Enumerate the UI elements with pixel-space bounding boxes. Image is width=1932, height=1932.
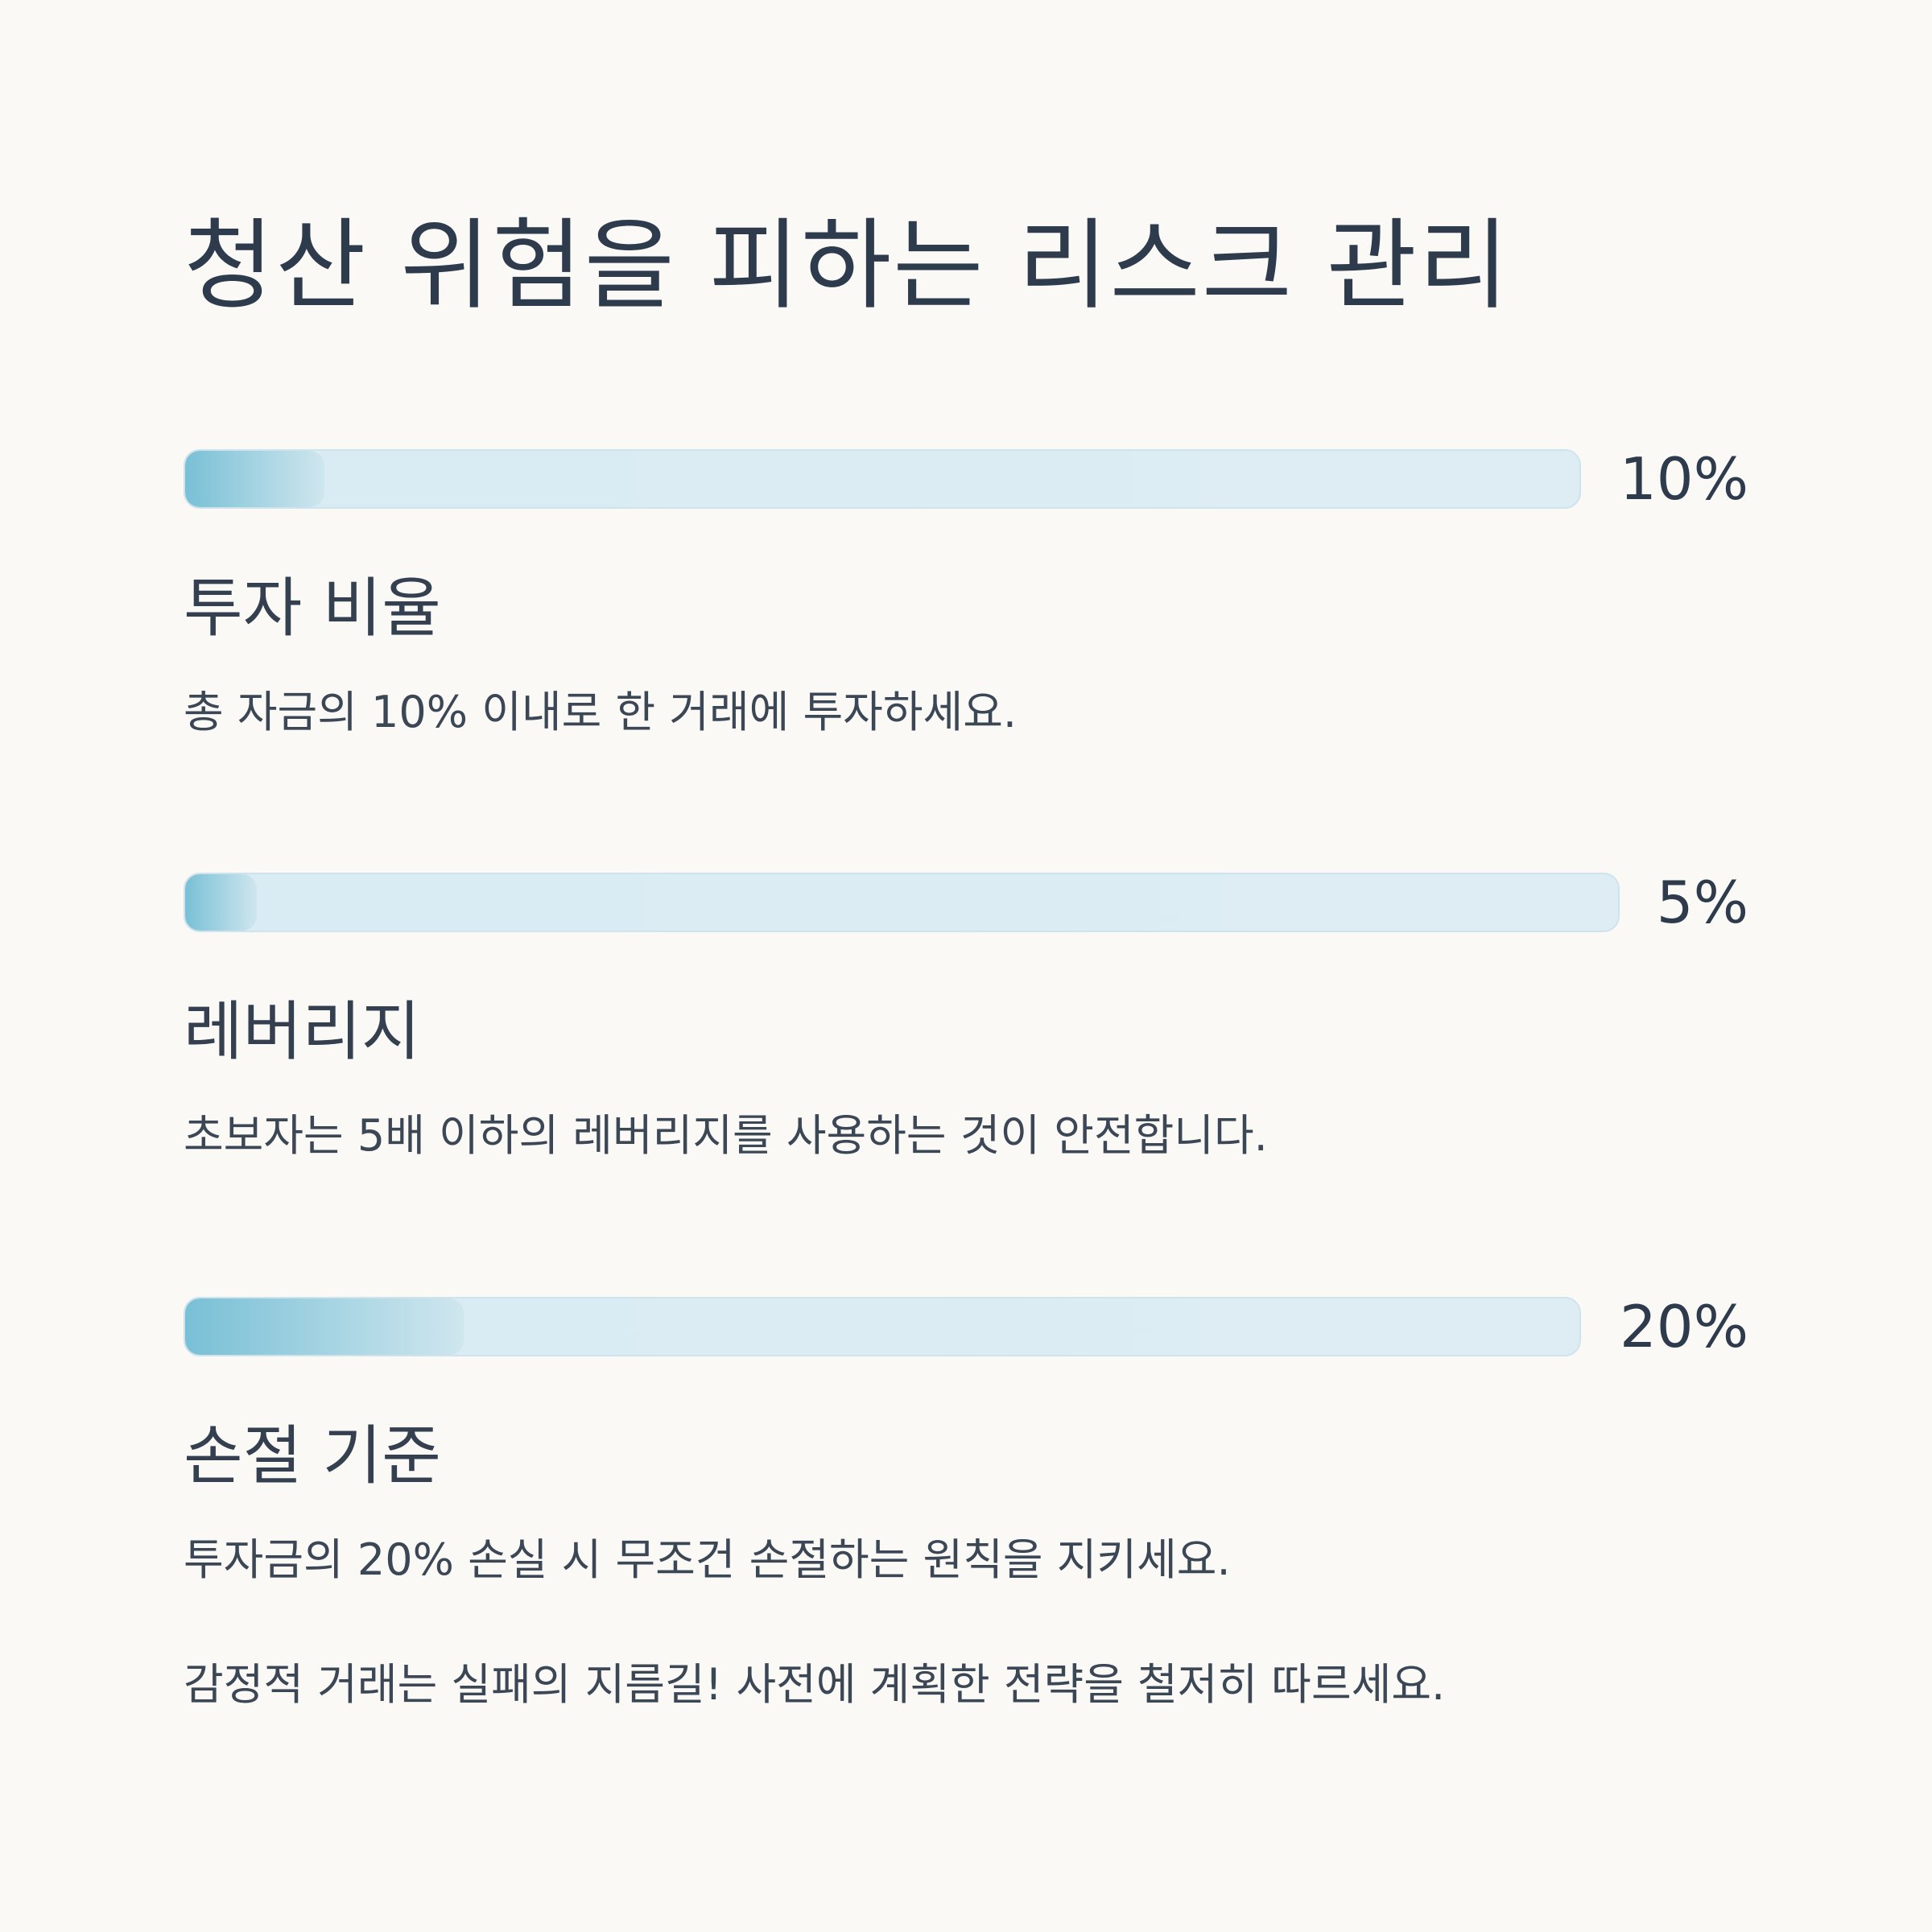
progress-track (184, 873, 1620, 932)
section-heading: 투자 비율 (184, 571, 441, 646)
section-description: 초보자는 5배 이하의 레버리지를 사용하는 것이 안전합니다. (184, 1110, 1268, 1161)
risk-management-card: 청산 위험을 피하는 리스크 관리 10% 투자 비율 총 자금의 10% 이내… (184, 0, 1748, 1932)
section-stop-loss: 20% 손절 기준 투자금의 20% 손실 시 무조건 손절하는 원칙을 지키세… (184, 1297, 1748, 1585)
section-investment-ratio: 10% 투자 비율 총 자금의 10% 이내로 한 거래에 투자하세요. (184, 449, 1748, 737)
progress-value: 20% (1619, 1293, 1748, 1360)
section-heading: 레버리지 (184, 994, 421, 1069)
section-heading: 손절 기준 (184, 1418, 441, 1493)
progress-track (184, 449, 1581, 509)
progress-fill (185, 1298, 464, 1355)
progress-row: 5% (184, 873, 1748, 935)
progress-value: 5% (1656, 869, 1748, 936)
progress-value: 10% (1619, 445, 1748, 513)
section-description: 투자금의 20% 손실 시 무조건 손절하는 원칙을 지키세요. (184, 1534, 1231, 1585)
footer-note: 감정적 거래는 실패의 지름길! 사전에 계획한 전략을 철저히 따르세요. (184, 1659, 1446, 1710)
section-description: 총 자금의 10% 이내로 한 거래에 투자하세요. (184, 687, 1018, 737)
progress-row: 20% (184, 1297, 1748, 1360)
page-title: 청산 위험을 피하는 리스크 관리 (184, 208, 1511, 323)
progress-fill (185, 451, 325, 507)
progress-row: 10% (184, 449, 1748, 512)
progress-track (184, 1297, 1581, 1356)
progress-fill (185, 874, 257, 931)
section-leverage: 5% 레버리지 초보자는 5배 이하의 레버리지를 사용하는 것이 안전합니다. (184, 873, 1748, 1161)
